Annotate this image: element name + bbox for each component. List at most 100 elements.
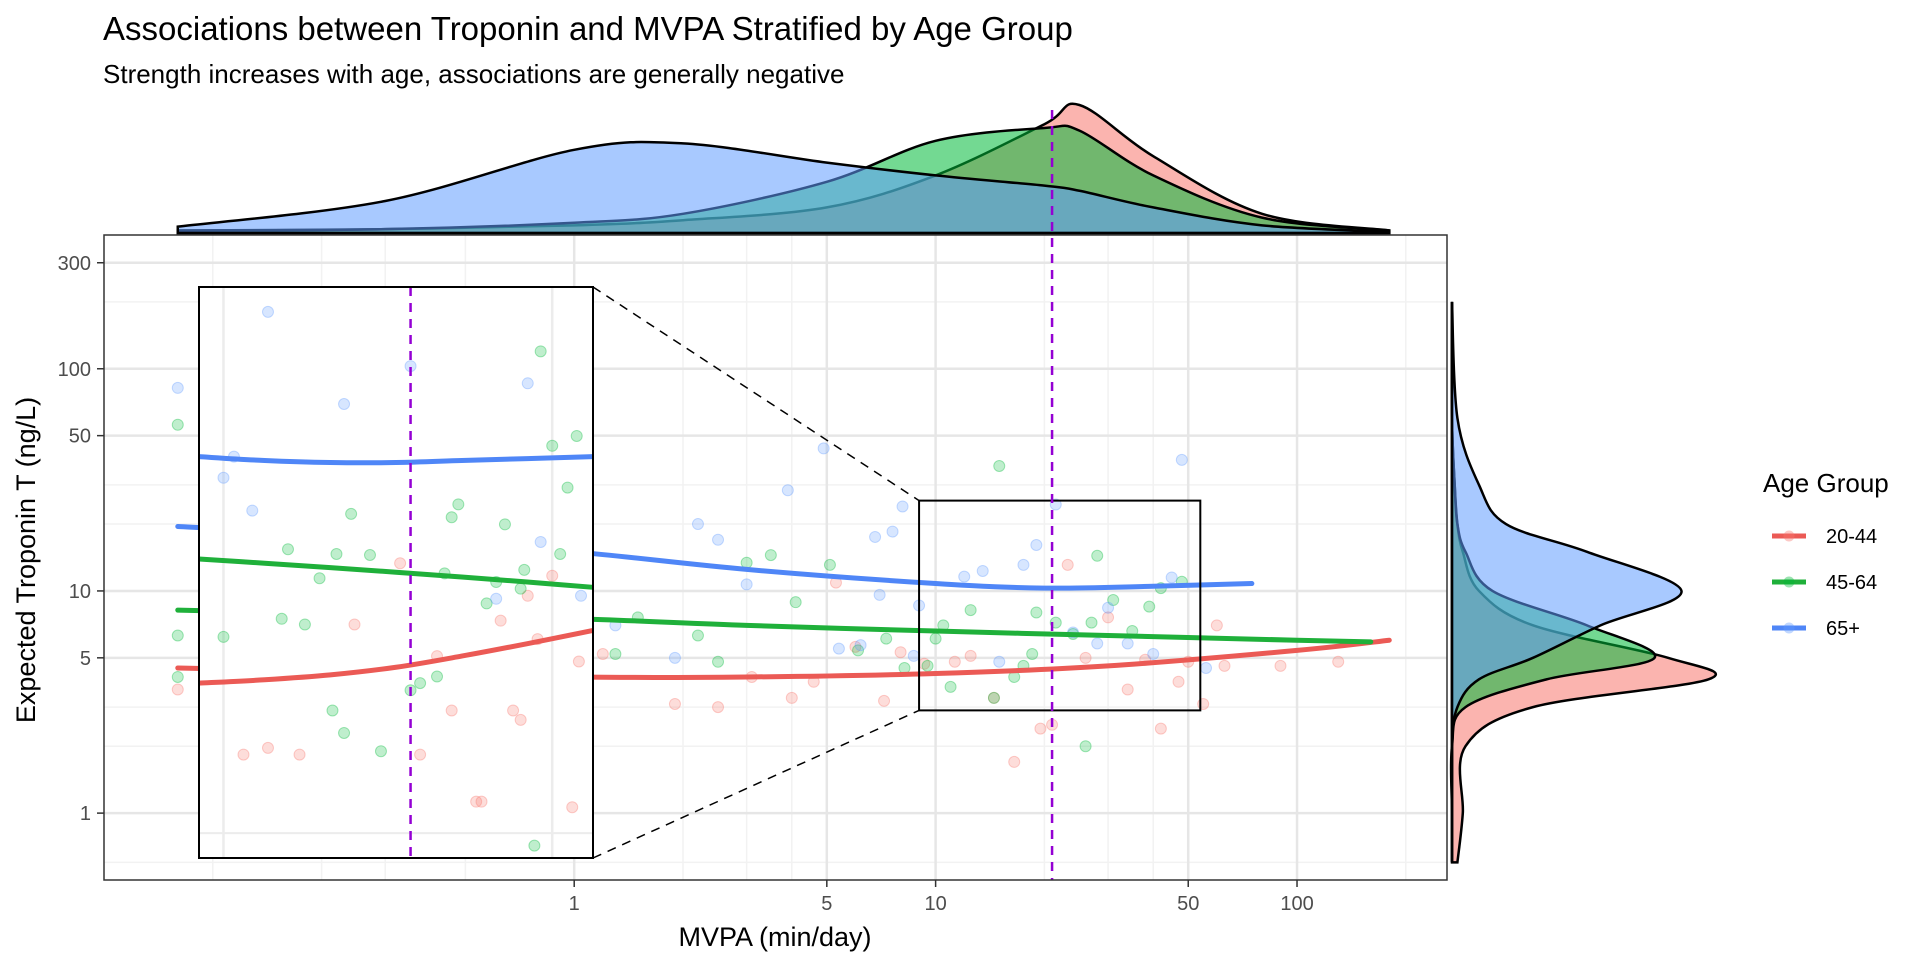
point-65+ <box>740 578 753 591</box>
point-20-44 <box>1210 619 1223 632</box>
inset-point-45-64 <box>281 543 294 556</box>
zoom-connector-bottom <box>592 709 920 859</box>
inset-point-45-64 <box>345 507 358 520</box>
point-45-64 <box>691 629 704 642</box>
point-20-44 <box>1121 683 1134 696</box>
point-65+ <box>832 642 845 655</box>
inset-point-45-64 <box>414 677 427 690</box>
point-20-44 <box>894 646 907 659</box>
point-45-64 <box>609 648 622 661</box>
point-65+ <box>1030 538 1043 551</box>
point-65+ <box>873 588 886 601</box>
legend: Age Group 20-44 45-64 65+ <box>1763 468 1889 640</box>
point-45-64 <box>944 680 957 693</box>
point-65+ <box>976 564 989 577</box>
point-45-64 <box>712 655 725 668</box>
point-20-44 <box>1102 611 1115 624</box>
inset-point-20-44 <box>293 748 306 761</box>
point-45-64 <box>1026 648 1039 661</box>
inset-point-20-44 <box>494 614 507 627</box>
point-20-44 <box>712 701 725 714</box>
inset-fit-line-65+ <box>198 454 594 466</box>
point-20-44 <box>1034 722 1047 735</box>
point-65+ <box>1147 648 1160 661</box>
inset-point-65+ <box>521 377 534 390</box>
legend-title: Age Group <box>1763 468 1889 498</box>
inset-fit-line-45-64 <box>198 556 594 590</box>
top-density-65+ <box>176 140 1391 235</box>
legend-key-point-45-64 <box>1783 576 1795 588</box>
point-65+ <box>1102 601 1115 614</box>
point-45-64 <box>171 629 184 642</box>
inset-point-45-64 <box>298 618 311 631</box>
y-tick-label: 100 <box>58 359 91 381</box>
point-65+ <box>958 570 971 583</box>
point-65+ <box>907 649 920 662</box>
point-20-44 <box>1218 659 1231 672</box>
point-45-64 <box>987 691 1000 704</box>
point-45-64 <box>964 604 977 617</box>
point-65+ <box>1017 558 1030 571</box>
legend-key-point-65+ <box>1783 622 1795 634</box>
point-20-44 <box>849 640 862 653</box>
chart-subtitle: Strength increases with age, association… <box>103 59 844 89</box>
inset-point-20-44 <box>572 655 585 668</box>
point-65+ <box>854 639 867 652</box>
inset-point-45-64 <box>534 345 547 358</box>
point-45-64 <box>1079 740 1092 753</box>
point-45-64 <box>1085 616 1098 629</box>
point-45-64 <box>740 556 753 569</box>
point-20-44 <box>171 683 184 696</box>
inset-point-20-44 <box>566 801 579 814</box>
zoom-source-box <box>918 499 1202 712</box>
point-65+ <box>781 484 794 497</box>
inset-point-45-64 <box>452 498 465 511</box>
inset-point-45-64 <box>363 548 376 561</box>
inset-point-45-64 <box>217 630 230 643</box>
point-20-44 <box>668 697 681 710</box>
inset-point-45-64 <box>546 439 559 452</box>
inset-point-45-64 <box>554 548 567 561</box>
inset-point-20-44 <box>237 748 250 761</box>
point-45-64 <box>880 632 893 645</box>
top-marginal-density <box>176 102 1391 235</box>
inset-point-20-44 <box>475 795 488 808</box>
point-65+ <box>1175 453 1188 466</box>
inset-point-45-64 <box>313 572 326 585</box>
x-tick-label: 5 <box>821 893 832 915</box>
inset-point-65+ <box>534 535 547 548</box>
inset-point-20-44 <box>414 748 427 761</box>
point-20-44 <box>987 691 1000 704</box>
inset-border <box>198 286 594 859</box>
inset-point-45-64 <box>480 597 493 610</box>
inset-point-45-64 <box>330 548 343 561</box>
point-45-64 <box>1143 600 1156 613</box>
point-20-44 <box>1172 675 1185 688</box>
inset-point-20-44 <box>507 704 520 717</box>
point-45-64 <box>1091 549 1104 562</box>
inset-point-45-64 <box>514 582 527 595</box>
y-tick-label: 5 <box>80 648 91 670</box>
inset-point-20-44 <box>445 704 458 717</box>
point-65+ <box>817 442 830 455</box>
zoom-connector-top <box>592 286 920 502</box>
inset-point-65+ <box>575 589 588 602</box>
point-45-64 <box>789 596 802 609</box>
point-65+ <box>1091 637 1104 650</box>
legend-label-45-64: 45-64 <box>1826 572 1877 594</box>
inset-point-65+ <box>490 592 503 605</box>
point-45-64 <box>764 549 777 562</box>
y-axis-title: Expected Troponin T (ng/L) <box>11 397 41 723</box>
inset-point-20-44 <box>261 741 274 754</box>
point-65+ <box>668 651 681 664</box>
inset-point-45-64 <box>498 518 511 531</box>
y-tick-label: 10 <box>69 581 91 603</box>
point-20-44 <box>1154 722 1167 735</box>
point-20-44 <box>1008 755 1021 768</box>
inset-point-20-44 <box>521 589 534 602</box>
point-45-64 <box>823 558 836 571</box>
point-20-44 <box>964 649 977 662</box>
point-65+ <box>886 525 899 538</box>
